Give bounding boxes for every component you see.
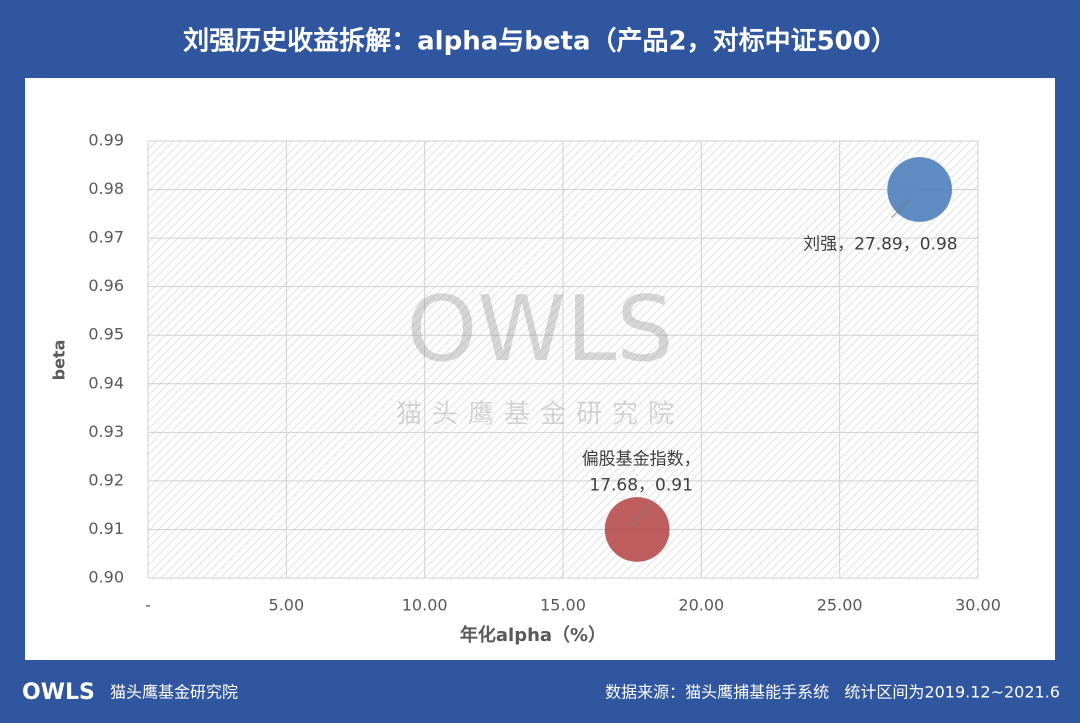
y-tick-label: 0.98 (88, 179, 124, 198)
data-label-part: 0.91 (655, 475, 693, 495)
grid (147, 140, 979, 579)
data-label: 刘强，27.89，0.98 (803, 235, 958, 255)
y-tick-label: 0.93 (88, 422, 124, 441)
data-label-part: ， (638, 475, 655, 495)
data-label-part: ， (837, 235, 854, 255)
y-tick-label: 0.94 (88, 373, 124, 392)
watermark-text: 猫头鹰基金研究院 (396, 400, 684, 430)
leader-line (891, 197, 912, 218)
footer-logo: OWLS (22, 680, 95, 705)
x-tick-label: 15.00 (540, 596, 586, 615)
y-tick-label: 0.99 (88, 131, 124, 150)
data-label-part: ， (903, 235, 920, 255)
data-label-part: 偏股基金指数 (582, 449, 684, 469)
y-tick-label: 0.97 (88, 228, 124, 247)
chart-title: 刘强历史收益拆解：alpha与beta（产品2，对标中证500） (183, 27, 897, 57)
y-tick-label: 0.91 (88, 519, 124, 538)
y-axis-label: beta (50, 340, 69, 381)
y-tick-label: 0.92 (88, 470, 124, 489)
x-tick-label: 30.00 (955, 596, 1001, 615)
footer-bar (0, 660, 1080, 723)
data-label-part: ， (684, 449, 701, 469)
leader-line (630, 503, 652, 526)
y-tick-label: 0.90 (88, 568, 124, 587)
x-axis-label: 年化alpha（%） (460, 624, 606, 646)
x-tick-label: 10.00 (402, 596, 448, 615)
footer-brand: 猫头鹰基金研究院 (110, 683, 238, 702)
x-tick-label: - (145, 596, 151, 615)
bubble (604, 496, 670, 562)
data-label-part: 0.98 (920, 235, 958, 255)
footer-source: 数据来源：猫头鹰捕基能手系统 统计区间为2019.12~2021.6 (605, 683, 1060, 702)
y-tick-label: 0.95 (88, 325, 124, 344)
x-tick-label: 5.00 (269, 596, 305, 615)
y-tick-label: 0.96 (88, 276, 124, 295)
x-tick-label: 20.00 (678, 596, 724, 615)
data-label: 偏股基金指数， 17.68，0.91 (582, 449, 701, 495)
x-tick-label: 25.00 (817, 596, 863, 615)
data-label-part: 27.89 (854, 235, 903, 255)
watermark-logo: OWLS (406, 277, 673, 382)
data-label-part: 刘强 (803, 235, 837, 255)
data-label-part: 17.68 (589, 475, 638, 495)
watermark: OWLS 猫头鹰基金研究院 (396, 277, 684, 430)
